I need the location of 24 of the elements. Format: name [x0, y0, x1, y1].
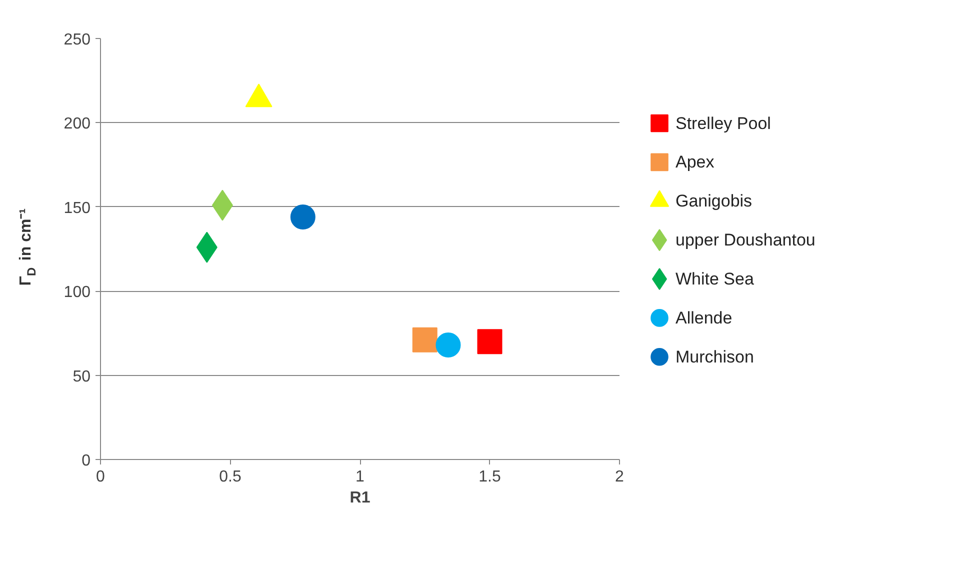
- legend-label: Allende: [676, 308, 732, 328]
- y-tick-label: 0: [82, 452, 91, 470]
- legend-label: Apex: [676, 152, 715, 172]
- y-tick-label: 250: [64, 32, 91, 48]
- y-tick-label: 50: [72, 368, 91, 386]
- point: [290, 204, 316, 230]
- legend-label: White Sea: [676, 270, 754, 289]
- x-tick-label: 0: [96, 468, 106, 486]
- legend-label: Strelley Pool: [676, 114, 771, 133]
- y-tick-label: 100: [64, 284, 91, 302]
- legend-label: Murchison: [676, 347, 754, 366]
- x-axis-title: R1: [350, 490, 370, 506]
- y-axis-title: ΓD in cm⁻¹: [18, 208, 38, 286]
- x-tick-label: 1: [356, 468, 365, 486]
- point: [477, 329, 502, 354]
- point: [412, 327, 438, 352]
- legend-label: Ganigobis: [676, 192, 752, 211]
- x-tick-label: 2: [615, 468, 624, 486]
- point: [436, 332, 461, 358]
- legend-label: upper Doushantou: [676, 230, 816, 250]
- y-tick-label: 150: [64, 200, 91, 217]
- x-tick-label: 1.5: [478, 468, 501, 486]
- x-tick-label: 0.5: [219, 468, 242, 486]
- y-tick-label: 200: [64, 116, 91, 133]
